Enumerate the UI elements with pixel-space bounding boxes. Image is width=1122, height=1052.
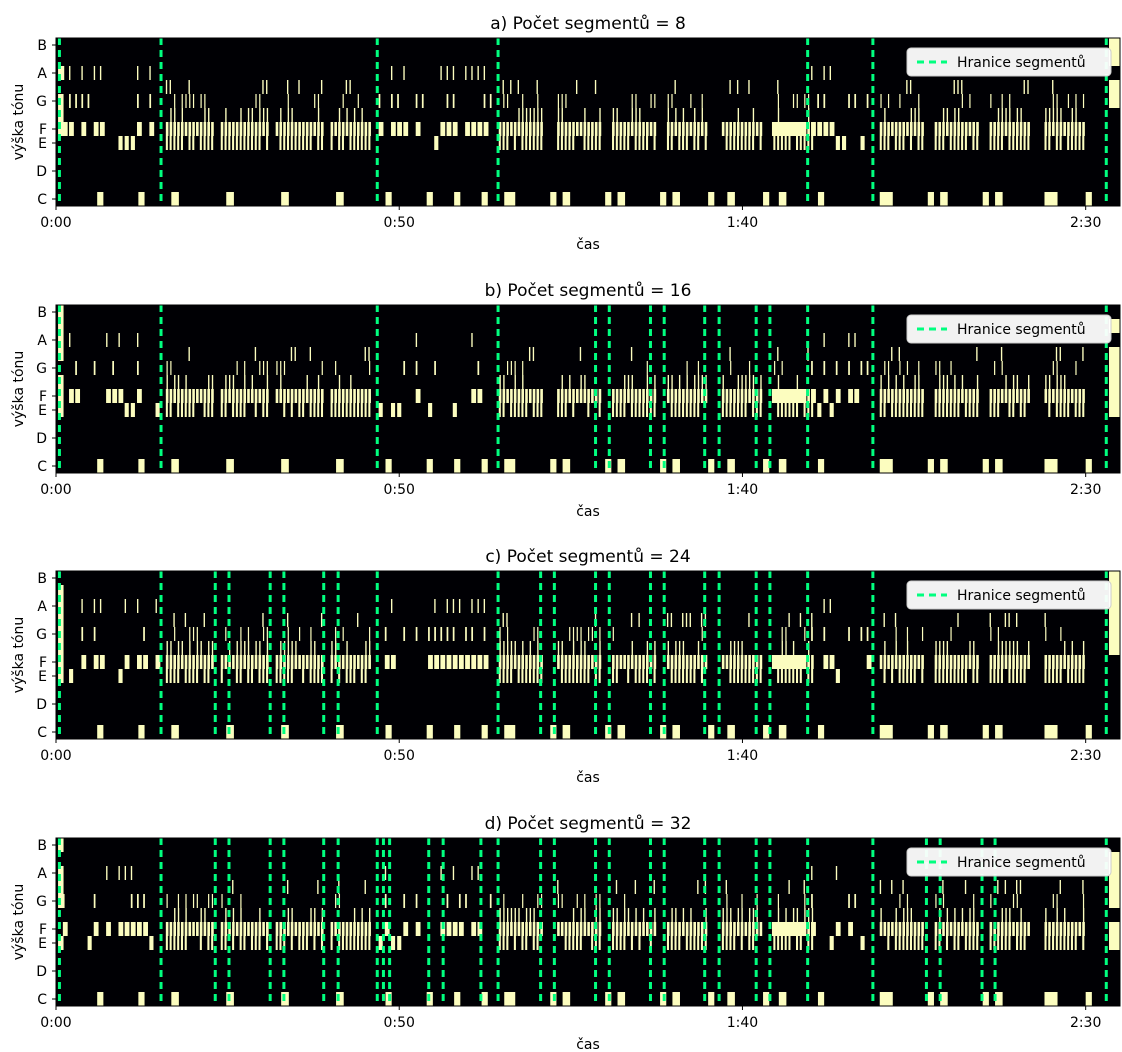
x-axis-label: čas: [576, 770, 600, 786]
y-tick-label-F: F: [39, 655, 47, 671]
x-tick-label: 0:50: [383, 1015, 414, 1031]
y-tick-label-C: C: [37, 725, 47, 741]
legend-box: [906, 847, 1112, 877]
y-tick-label-F: F: [39, 922, 47, 938]
x-tick-label: 0:50: [383, 215, 414, 231]
axes-frame: [55, 37, 1121, 207]
y-tick-label-E: E: [38, 669, 47, 685]
legend-box: [906, 580, 1112, 610]
y-axis-label: výška tónu: [11, 617, 27, 694]
legend-label: Hranice segmentů: [957, 588, 1086, 604]
x-axis-label: čas: [576, 237, 600, 253]
x-tick-label: 2:30: [1070, 748, 1101, 764]
legend-label: Hranice segmentů: [957, 322, 1086, 338]
chart-title: b) Počet segmentů = 16: [485, 281, 692, 301]
x-tick-label: 2:30: [1070, 1015, 1101, 1031]
y-tick-label-G: G: [36, 361, 47, 377]
legend-box: [906, 47, 1112, 77]
y-tick-label-E: E: [38, 936, 47, 952]
y-axis-label: výška tónu: [11, 351, 27, 428]
y-tick-label-B: B: [37, 38, 47, 54]
legend-label: Hranice segmentů: [957, 855, 1086, 871]
y-tick-label-B: B: [37, 571, 47, 587]
x-tick-label: 1:40: [727, 215, 758, 231]
y-tick-label-E: E: [38, 136, 47, 152]
x-tick-label: 2:30: [1070, 215, 1101, 231]
legend: Hranice segmentů: [906, 580, 1112, 610]
x-tick-label: 0:50: [383, 482, 414, 498]
y-tick-label-C: C: [37, 192, 47, 208]
chart-title: c) Počet segmentů = 24: [485, 547, 690, 567]
legend: Hranice segmentů: [906, 847, 1112, 877]
y-tick-label-G: G: [36, 894, 47, 910]
axes-frame: [55, 570, 1121, 740]
y-tick-label-C: C: [37, 459, 47, 475]
y-tick-label-D: D: [36, 964, 47, 980]
x-tick-label: 0:00: [40, 215, 71, 231]
note-texture: [58, 838, 1120, 1006]
x-tick-label: 0:00: [40, 748, 71, 764]
axes-frame: [55, 837, 1121, 1007]
legend: Hranice segmentů: [906, 47, 1112, 77]
chart-title: a) Počet segmentů = 8: [490, 14, 686, 34]
note-texture: [58, 571, 1120, 739]
y-tick-label-E: E: [38, 403, 47, 419]
axes-frame: [55, 304, 1121, 474]
legend-box: [906, 314, 1112, 344]
y-tick-label-G: G: [36, 627, 47, 643]
y-tick-label-D: D: [36, 431, 47, 447]
y-tick-label-B: B: [37, 838, 47, 854]
note-texture: [58, 305, 1120, 473]
y-tick-label-C: C: [37, 992, 47, 1008]
x-axis-label: čas: [576, 504, 600, 520]
y-tick-label-D: D: [36, 164, 47, 180]
x-tick-label: 2:30: [1070, 482, 1101, 498]
x-axis-label: čas: [576, 1037, 600, 1052]
x-tick-label: 0:00: [40, 482, 71, 498]
x-tick-label: 1:40: [727, 482, 758, 498]
y-tick-label-A: A: [37, 599, 47, 615]
x-tick-label: 1:40: [727, 748, 758, 764]
note-texture: [58, 38, 1120, 206]
y-tick-label-A: A: [37, 866, 47, 882]
chart-title: d) Počet segmentů = 32: [485, 814, 692, 834]
legend-label: Hranice segmentů: [957, 55, 1086, 71]
y-axis-label: výška tónu: [11, 84, 27, 161]
y-tick-label-F: F: [39, 389, 47, 405]
y-axis-label: výška tónu: [11, 884, 27, 961]
y-tick-label-D: D: [36, 697, 47, 713]
x-tick-label: 0:00: [40, 1015, 71, 1031]
y-tick-label-A: A: [37, 66, 47, 82]
y-tick-label-B: B: [37, 305, 47, 321]
x-tick-label: 0:50: [383, 748, 414, 764]
y-tick-label-G: G: [36, 94, 47, 110]
y-tick-label-F: F: [39, 122, 47, 138]
x-tick-label: 1:40: [727, 1015, 758, 1031]
y-tick-label-A: A: [37, 333, 47, 349]
legend: Hranice segmentů: [906, 314, 1112, 344]
